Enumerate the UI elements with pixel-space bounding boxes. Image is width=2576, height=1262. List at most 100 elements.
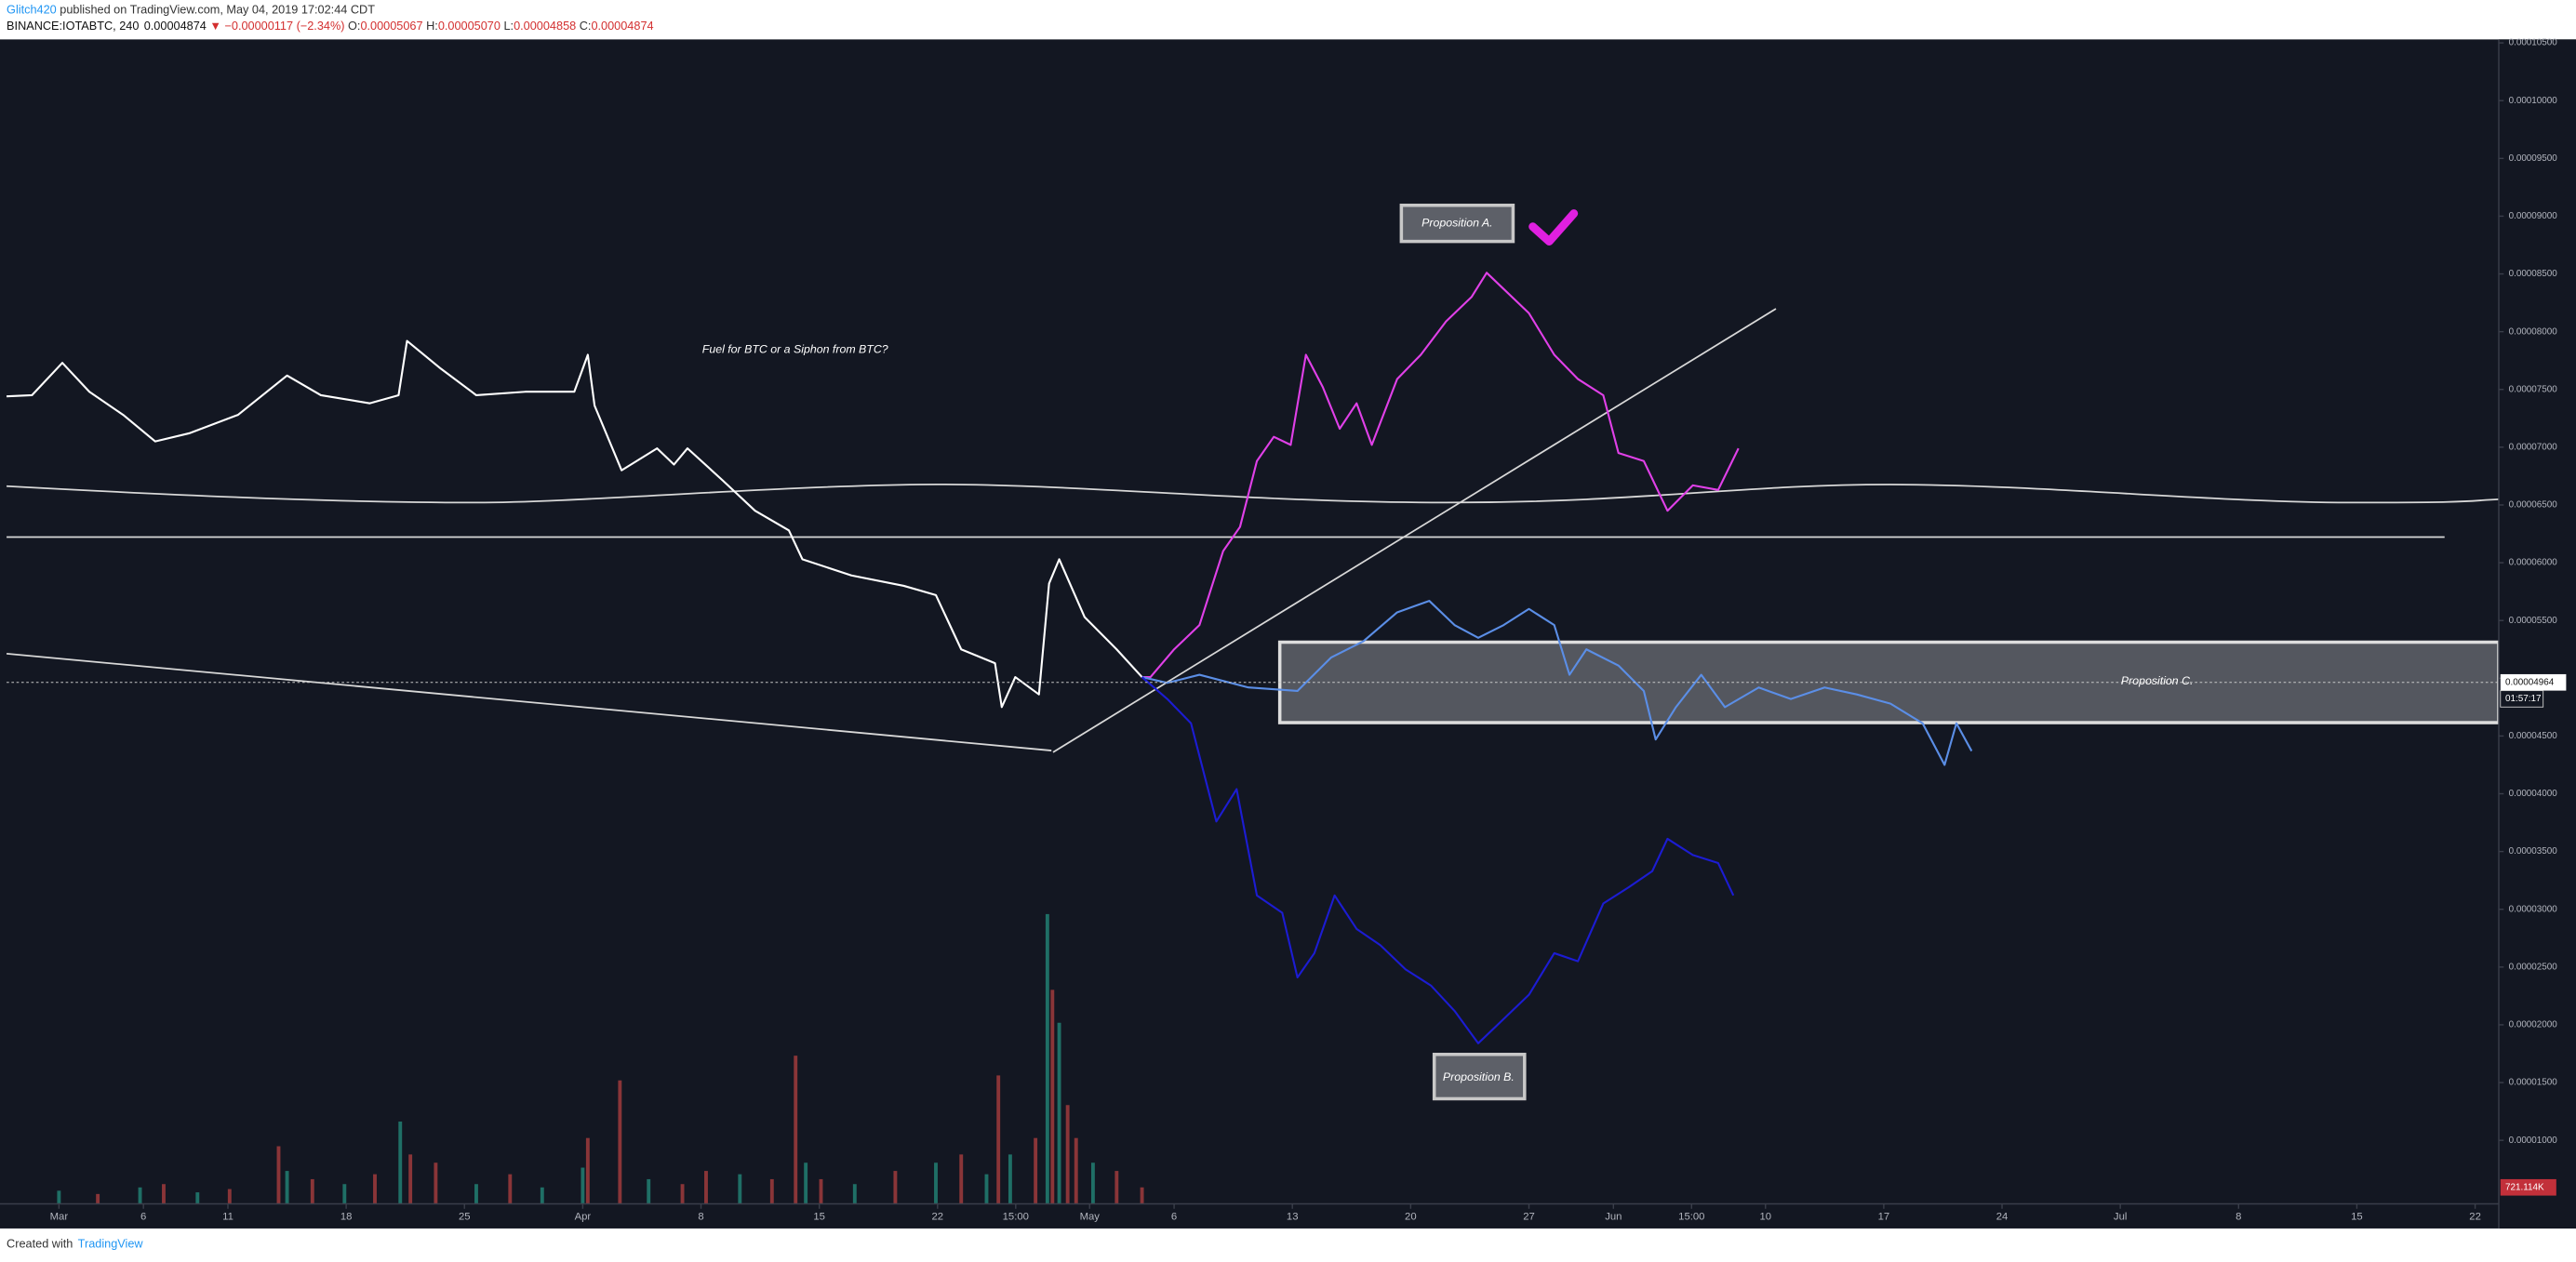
price-line (1141, 676, 1735, 1044)
x-tick-label: 13 (1287, 1212, 1299, 1223)
volume-bar (819, 1178, 823, 1204)
change: ▼ −0.00000117 (−2.34%) (209, 19, 344, 33)
volume-bar (138, 1187, 142, 1204)
volume-bar (585, 1137, 590, 1204)
annotation: Fuel for BTC or a Siphon from BTC? (702, 342, 888, 355)
y-tick-label: 0.00001500 (2509, 1078, 2558, 1088)
volume-bar (1050, 990, 1055, 1204)
y-tick-label: 0.00006000 (2509, 558, 2558, 568)
y-tick-label: 0.00006500 (2509, 500, 2558, 511)
y-tick-label: 0.00002500 (2509, 962, 2558, 972)
x-tick-label: 15:00 (1003, 1212, 1029, 1223)
y-tick-label: 0.00008000 (2509, 326, 2558, 337)
volume-bar (276, 1146, 281, 1204)
volume-bar (618, 1080, 622, 1204)
annotation: Proposition A. (1421, 216, 1492, 229)
chart-bg (0, 39, 2576, 1229)
volume-bar (342, 1184, 347, 1204)
y-tick-label: 0.00004500 (2509, 731, 2558, 741)
x-tick-label: 22 (2469, 1212, 2481, 1223)
x-tick-label: May (1080, 1212, 1101, 1223)
y-tick-label: 0.00007500 (2509, 384, 2558, 394)
x-tick-label: 15:00 (1678, 1212, 1704, 1223)
volume-bar (1008, 1154, 1012, 1204)
x-tick-label: 25 (459, 1212, 471, 1223)
x-tick-label: Jul (2114, 1212, 2127, 1223)
header-bg (0, 0, 2576, 40)
annotation: Proposition B. (1443, 1070, 1515, 1083)
x-tick-label: 20 (1405, 1212, 1417, 1223)
volume-bar (959, 1154, 964, 1204)
volume-bar (647, 1178, 651, 1204)
high: 0.00005070 (438, 19, 501, 33)
volume-bar (984, 1174, 989, 1204)
volume-bar (195, 1192, 200, 1204)
x-tick-label: 8 (698, 1212, 703, 1223)
volume-bar (581, 1167, 585, 1204)
published: published on TradingView.com, May 04, 20… (60, 3, 375, 17)
volume-bar (408, 1154, 413, 1204)
last: 0.00004874 (144, 19, 207, 33)
y-tick-label: 0.00005500 (2509, 616, 2558, 626)
volume-bar (794, 1056, 798, 1204)
countdown: 01:57:17 (2505, 694, 2541, 704)
volume-bar (1114, 1171, 1119, 1204)
volume-bar (508, 1174, 513, 1204)
low-label: L: (503, 19, 514, 33)
cycle-curve (7, 483, 2500, 504)
y-tick-label: 0.00008500 (2509, 269, 2558, 279)
low: 0.00004858 (514, 19, 576, 33)
annotation-box (1399, 203, 1515, 244)
y-tick-label: 0.00009000 (2509, 211, 2558, 221)
x-tick-label: 11 (222, 1212, 234, 1223)
volume-bar (1090, 1162, 1095, 1204)
checkmark (1528, 209, 1579, 246)
author: Glitch420 (7, 3, 57, 17)
x-tick-label: 22 (932, 1212, 944, 1223)
x-tick-label: 18 (340, 1212, 353, 1223)
x-tick-label: 8 (2236, 1212, 2241, 1223)
close-label: C: (580, 19, 592, 33)
volume-bar (680, 1184, 685, 1204)
volume-bar (738, 1174, 742, 1204)
volume-bar (996, 1075, 1001, 1204)
volume-bar (434, 1162, 438, 1204)
x-tick-label: Jun (1605, 1212, 1622, 1223)
volume-bar (1074, 1137, 1078, 1204)
volume-bar (1034, 1137, 1038, 1204)
brand[interactable]: TradingView (78, 1237, 144, 1251)
y-tick-label: 0.00004000 (2509, 789, 2558, 799)
price-line (1141, 272, 1740, 679)
volume-bar (852, 1184, 857, 1204)
footer-bg (0, 1228, 2576, 1262)
y-tick-label: 0.00002000 (2509, 1020, 2558, 1030)
volume-bar (285, 1171, 289, 1204)
footer-line: Created with TradingView (7, 1237, 143, 1251)
x-tick-label: Mar (50, 1212, 69, 1223)
y-tick-label: 0.00003000 (2509, 904, 2558, 914)
volume-bar (162, 1184, 166, 1204)
trend-line (6, 652, 1052, 751)
volume-label: 721.114K (2505, 1182, 2544, 1192)
x-tick-label: 17 (1878, 1212, 1890, 1223)
volume-bar (704, 1171, 708, 1204)
annotation: Proposition C. (2121, 674, 2194, 687)
volume-bar (804, 1162, 808, 1204)
x-tick-label: 24 (1996, 1212, 2009, 1223)
last-price-label: 0.00004964 (2505, 677, 2555, 687)
volume-bar (398, 1121, 403, 1204)
x-tick-label: 6 (140, 1212, 146, 1223)
header-line: Glitch420 published on TradingView.com, M… (7, 3, 375, 17)
symbol: BINANCE:IOTABTC, 240 (7, 19, 139, 33)
volume-bar (373, 1174, 377, 1204)
y-tick-label: 0.00003500 (2509, 846, 2558, 857)
price-lines (7, 272, 2500, 1044)
x-tick-label: 15 (2351, 1212, 2363, 1223)
trend-line (1052, 308, 1777, 753)
volume-bar (1140, 1187, 1144, 1204)
annotations: Fuel for BTC or a Siphon from BTC? Propo… (702, 203, 2194, 1101)
volume-bar (1057, 1022, 1061, 1204)
x-tick-label: 15 (813, 1212, 825, 1223)
